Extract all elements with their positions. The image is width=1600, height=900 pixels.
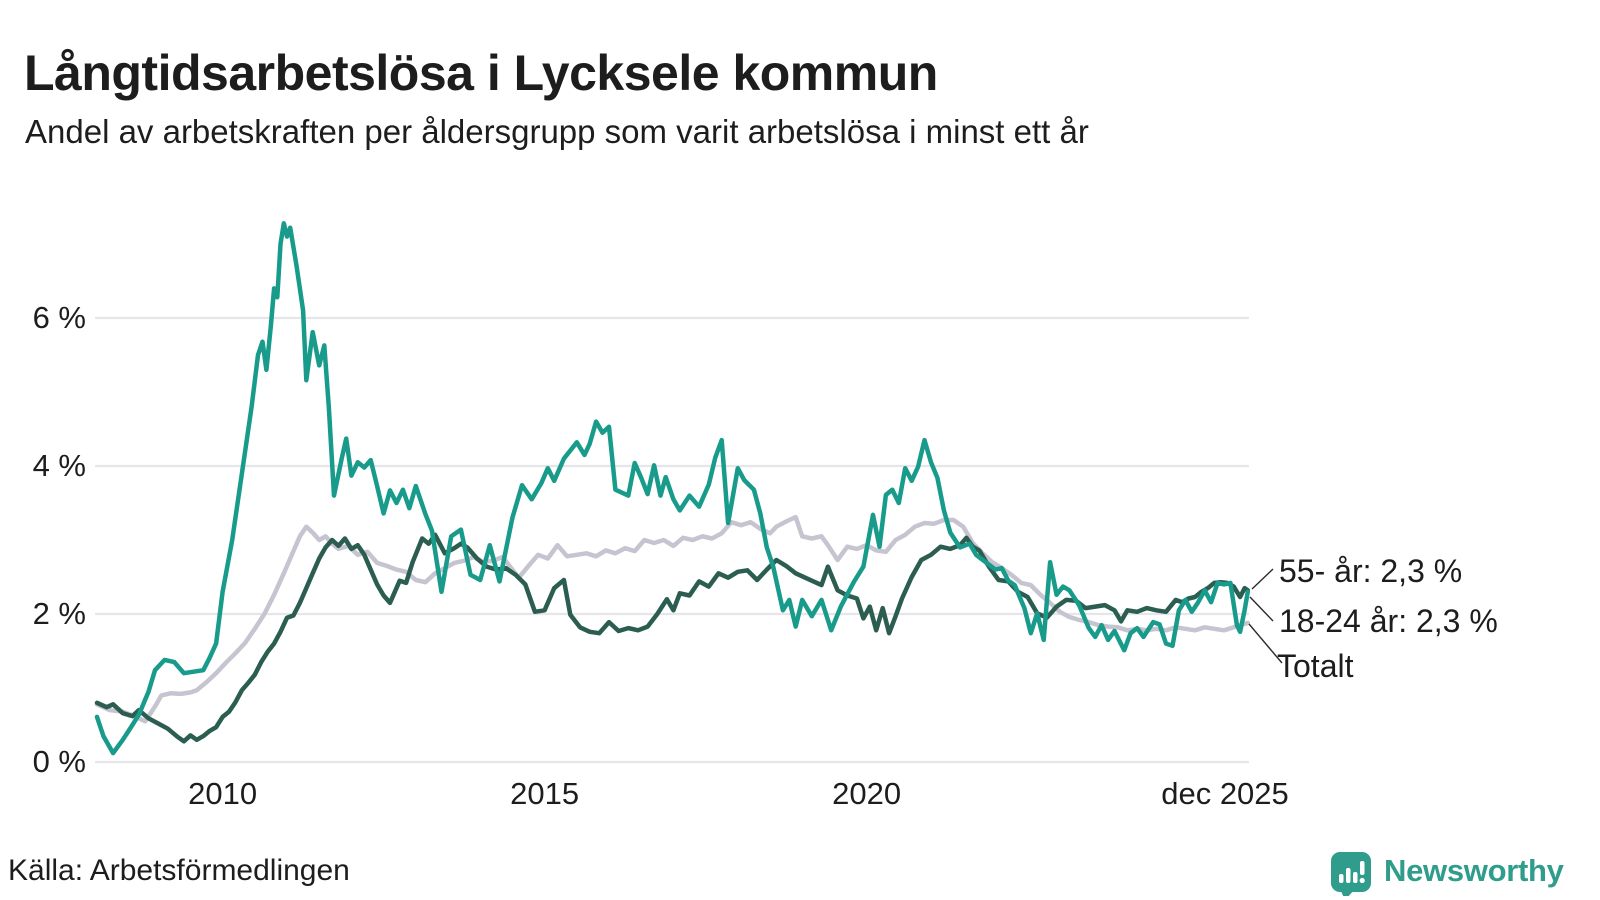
x-tick-2015: 2015 [510,776,580,811]
y-tick-2: 2 % [32,596,86,631]
series-end-label-55-r: 55- år: 2,3 % [1279,553,1463,589]
y-tick-6: 6 % [32,300,86,335]
annotation-connector-2 [1248,623,1283,664]
newsworthy-bubble-icon [1331,852,1371,896]
series-line-totalt [94,514,1251,724]
chart-subtitle: Andel av arbetskraften per åldersgrupp s… [25,113,1089,150]
series-end-label-18-24-r: 18-24 år: 2,3 % [1279,603,1498,639]
series-end-label-totalt: Totalt [1277,648,1354,684]
annotation-connector-1 [1249,596,1274,622]
series-line-18-24-r [94,221,1251,756]
x-tick-dec-2025: dec 2025 [1161,776,1289,811]
annotation-connector-0 [1251,568,1274,590]
newsworthy-logo[interactable]: Newsworthy [1330,846,1564,896]
x-tick-2020: 2020 [832,776,902,811]
page-title: Långtidsarbetslösa i Lycksele kommun [24,44,938,101]
y-tick-0: 0 % [32,744,86,779]
y-tick-4: 4 % [32,448,86,483]
newsworthy-wordmark: Newsworthy [1384,853,1564,888]
source-note: Källa: Arbetsförmedlingen [8,854,350,887]
x-tick-2010: 2010 [188,776,258,811]
series-line-55-r [94,532,1251,744]
